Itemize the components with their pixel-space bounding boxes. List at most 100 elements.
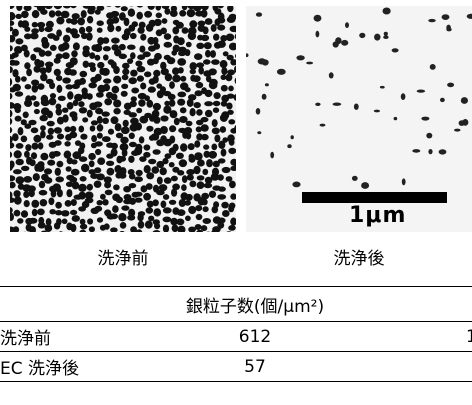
silver-particle	[128, 173, 136, 180]
silver-particle	[72, 99, 79, 107]
silver-particle	[221, 166, 231, 174]
silver-particle	[228, 119, 236, 125]
silver-particle	[10, 212, 14, 221]
silver-particle	[64, 126, 71, 133]
silver-particle	[64, 141, 71, 147]
silver-particle	[96, 124, 104, 132]
silver-particle	[24, 62, 31, 70]
silver-particle	[40, 125, 46, 131]
silver-particle	[383, 31, 388, 36]
row-value-after: 57	[244, 356, 266, 377]
silver-particle	[56, 16, 65, 25]
silver-particle	[127, 214, 136, 221]
silver-particle	[130, 96, 137, 102]
silver-particle	[113, 99, 122, 108]
silver-particle	[37, 21, 46, 28]
silver-particle	[212, 107, 220, 113]
row-label-before: 洗浄前	[0, 329, 51, 349]
silver-particle	[38, 180, 46, 189]
silver-particle	[219, 60, 228, 69]
silver-particle	[160, 115, 169, 122]
silver-particle	[140, 185, 148, 193]
silver-particle	[37, 60, 45, 68]
silver-particle	[228, 204, 235, 213]
silver-particle	[177, 58, 187, 66]
silver-particle	[10, 12, 16, 21]
silver-particle	[15, 143, 24, 149]
row-value-before: 612	[238, 326, 272, 347]
silver-particle	[156, 139, 165, 147]
silver-particle	[31, 28, 39, 34]
silver-particle	[48, 97, 57, 106]
row-extra-before: 1	[466, 327, 472, 347]
silver-particle	[227, 109, 234, 115]
silver-particle	[194, 152, 203, 161]
silver-particle	[79, 223, 88, 230]
row-extra-cell: 1	[370, 322, 472, 352]
silver-particle	[55, 108, 63, 116]
silver-particle	[315, 30, 320, 38]
silver-particle	[222, 210, 230, 217]
silver-particle	[121, 33, 130, 41]
silver-particle-count-table: 銀粒子数(個/μm²) 洗浄前 612 1 EC 洗浄後 57	[0, 286, 472, 382]
silver-particle	[462, 119, 469, 126]
silver-particle	[17, 127, 24, 136]
silver-particle	[446, 24, 451, 31]
silver-particle	[170, 217, 178, 226]
silver-particle	[159, 167, 167, 176]
silver-particle	[164, 73, 173, 82]
silver-particle	[28, 189, 35, 198]
silver-particle	[230, 193, 236, 200]
silver-particle	[160, 27, 167, 35]
silver-particle	[21, 20, 30, 29]
silver-particle	[13, 169, 22, 175]
silver-particle	[54, 140, 62, 146]
silver-particle	[121, 148, 128, 157]
silver-particle	[163, 177, 172, 184]
silver-particle	[23, 176, 33, 183]
silver-particle	[211, 127, 220, 135]
silver-particle	[181, 27, 189, 34]
silver-particle	[66, 18, 72, 24]
silver-particle	[79, 218, 86, 225]
silver-particle	[210, 24, 217, 32]
silver-particle	[106, 6, 112, 7]
silver-particle	[61, 210, 70, 217]
silver-particle	[96, 217, 104, 223]
silver-particle	[52, 35, 60, 41]
silver-particle	[460, 97, 468, 104]
silver-particle	[86, 93, 93, 100]
silver-particle	[169, 81, 175, 89]
silver-particle	[203, 182, 213, 189]
silver-particle	[62, 114, 69, 123]
silver-particle	[56, 133, 65, 140]
silver-particle	[128, 112, 137, 118]
silver-particle	[200, 124, 209, 132]
silver-particle	[96, 20, 104, 26]
silver-particle	[189, 20, 198, 29]
silver-particle	[37, 142, 44, 150]
silver-particle	[220, 84, 228, 92]
silver-particle	[382, 7, 391, 15]
silver-particle	[188, 156, 196, 163]
silver-particle	[138, 136, 145, 144]
silver-particle	[189, 69, 196, 75]
silver-particle	[84, 197, 94, 204]
silver-particle	[160, 126, 168, 134]
silver-particle	[226, 16, 236, 23]
scale-bar-label: 1μm	[349, 203, 407, 228]
silver-particle	[211, 59, 220, 65]
silver-particle	[156, 160, 165, 169]
silver-particle	[102, 37, 110, 44]
silver-particle	[359, 32, 366, 39]
silver-particle	[110, 93, 118, 101]
silver-particle	[143, 151, 151, 158]
silver-particle	[118, 156, 127, 162]
silver-particle	[161, 18, 168, 24]
silver-particle	[154, 222, 161, 230]
silver-particle	[122, 119, 129, 128]
silver-particle	[306, 61, 314, 65]
silver-particle	[156, 189, 165, 196]
micrograph-before	[10, 6, 236, 232]
silver-particle	[14, 107, 21, 114]
